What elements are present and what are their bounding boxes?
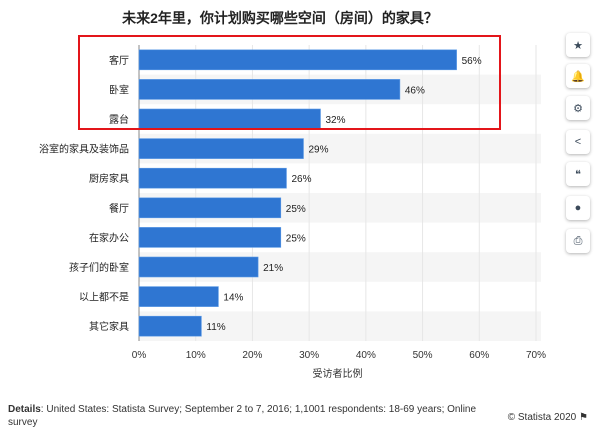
category-label: 餐厅 xyxy=(109,202,129,215)
data-label: 21% xyxy=(263,263,283,274)
star-icon[interactable]: ★ xyxy=(566,33,590,57)
data-label: 25% xyxy=(286,204,306,215)
bar xyxy=(138,79,401,100)
x-tick-label: 0% xyxy=(132,350,147,361)
chart-title: 未来2年里，你计划购买哪些空间（房间）的家具？ xyxy=(122,10,438,26)
bar xyxy=(138,197,282,219)
data-label: 56% xyxy=(462,56,482,67)
x-tick-label: 20% xyxy=(242,350,262,361)
copyright-text: © Statista 2020 xyxy=(507,412,577,423)
category-label: 孩子们的卧室 xyxy=(69,261,129,274)
bar xyxy=(138,256,259,278)
category-label: 在家办公 xyxy=(89,231,129,244)
x-tick-label: 10% xyxy=(186,350,206,361)
bar xyxy=(138,49,457,71)
details-note: Details: United States: Statista Survey;… xyxy=(8,403,478,429)
bar xyxy=(138,167,287,189)
category-label: 露台 xyxy=(109,113,129,126)
copyright: © Statista 2020 ⚑ xyxy=(508,412,588,423)
highlight-box xyxy=(78,35,501,130)
category-label: 其它家具 xyxy=(89,320,129,333)
data-label: 14% xyxy=(223,293,243,304)
share-icon[interactable]: < xyxy=(566,130,590,154)
data-label: 26% xyxy=(291,174,311,185)
bar-chart: 0% 10% 20% 30% 40% 50% 60% 70% 客厅 56% 卧室 46% 露台 32% 浴室… xyxy=(39,45,546,380)
x-tick-label: 30% xyxy=(299,350,319,361)
bar xyxy=(138,138,304,159)
flag-icon[interactable]: ⚑ xyxy=(579,412,588,423)
bar xyxy=(138,315,202,337)
comment-icon[interactable]: ● xyxy=(566,196,590,220)
bar xyxy=(138,286,219,307)
x-tick-label: 50% xyxy=(413,350,433,361)
row-stripe xyxy=(139,311,541,341)
x-axis-label: 受访者比例 xyxy=(313,367,363,380)
data-label: 46% xyxy=(405,85,425,96)
details-text: : United States: Statista Survey; Septem… xyxy=(8,404,477,428)
data-label: 11% xyxy=(206,322,225,333)
category-label: 浴室的家具及装饰品 xyxy=(39,143,129,156)
bell-icon[interactable]: 🔔 xyxy=(566,64,590,88)
details-label: Details xyxy=(8,404,41,415)
data-label: 25% xyxy=(286,233,306,244)
x-tick-label: 60% xyxy=(469,350,489,361)
category-label: 卧室 xyxy=(109,83,129,96)
bar xyxy=(138,227,282,248)
category-label: 以上都不是 xyxy=(79,292,129,304)
category-label: 客厅 xyxy=(109,54,129,67)
category-label: 厨房家具 xyxy=(89,172,129,185)
x-tick-label: 40% xyxy=(356,350,376,361)
data-label: 32% xyxy=(325,115,345,126)
quote-icon[interactable]: ❝ xyxy=(566,162,590,186)
gear-icon[interactable]: ⚙ xyxy=(566,96,590,120)
data-label: 29% xyxy=(308,145,328,156)
x-tick-label: 70% xyxy=(526,350,546,361)
print-icon[interactable]: ⎙ xyxy=(566,229,590,253)
